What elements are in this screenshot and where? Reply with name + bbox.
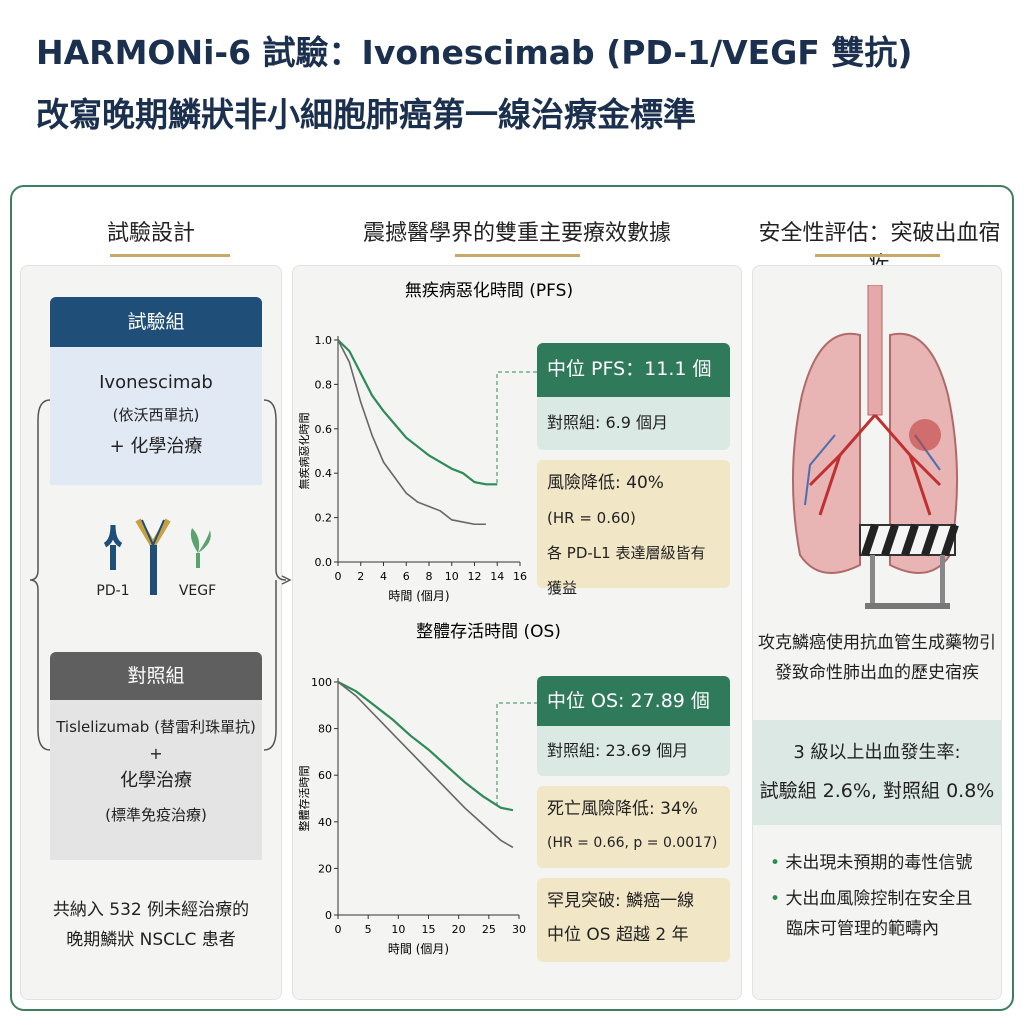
- x-tick-label: 10: [391, 923, 405, 936]
- x-tick-label: 20: [452, 923, 466, 936]
- text: 各 PD-L1 表達層級皆有獲益: [547, 544, 706, 597]
- text: + 化學治療: [109, 436, 203, 457]
- text: 未出現未預期的毒性信號: [785, 853, 973, 873]
- text: 風險降低: 40%: [547, 473, 664, 493]
- underline: [455, 254, 580, 257]
- arm-label: 試驗組: [50, 297, 262, 347]
- x-axis-label: 時間 (個月): [388, 942, 449, 956]
- y-axis-label: 無疾病惡化時間: [297, 413, 311, 490]
- bullet: • 未出現未預期的毒性信號: [770, 853, 973, 873]
- text: 試驗組 2.6%, 對照組 0.8%: [759, 780, 995, 802]
- text: (HR = 0.66, p = 0.0017): [547, 835, 718, 851]
- y-tick-label: 0.4: [315, 467, 333, 480]
- x-axis-label: 時間 (個月): [388, 589, 449, 603]
- frame: [10, 185, 1014, 1011]
- text: 罕見突破: 鱗癌一線: [547, 891, 695, 911]
- y-tick-label: 0.0: [315, 556, 333, 569]
- x-tick-label: 14: [490, 570, 504, 583]
- text: 發致命性肺出血的歷史宿疾: [775, 663, 979, 683]
- card-risk: 風險降低: 40% (HR = 0.60) 各 PD-L1 表達層級皆有獲益: [537, 460, 730, 597]
- title: HARMONi-6 試驗：Ivonescimab (PD-1/VEGF 雙抗): [36, 33, 913, 72]
- bullets: • 未出現未預期的毒性信號 • 大出血風險控制在安全且 臨床可管理的範疇內: [770, 848, 1000, 944]
- icon-label: VEGF: [178, 583, 217, 599]
- x-tick-label: 6: [403, 570, 410, 583]
- text: 共納入 532 例未經治療的: [52, 900, 250, 920]
- text: 臨床可管理的範疇內: [786, 919, 939, 939]
- y-tick-label: 0.8: [315, 378, 333, 391]
- card-control: 對照組: 23.69 個月: [537, 726, 730, 776]
- survival-curve: [337, 681, 514, 849]
- icon-label: PD-1: [96, 583, 130, 599]
- y-tick-label: 80: [318, 723, 332, 736]
- x-tick-label: 30: [512, 923, 526, 936]
- text: 中位 OS 超越 2 年: [547, 925, 689, 945]
- y-tick-label: 0.6: [315, 423, 333, 436]
- arm-body: Ivonescimab (依沃西單抗) + 化學治療: [50, 347, 262, 485]
- y-tick-label: 1.0: [315, 334, 333, 347]
- chart-title: 無疾病惡化時間 (PFS): [405, 281, 573, 301]
- text: 晚期鱗狀 NSCLC 患者: [66, 930, 236, 950]
- caption: 攻克鱗癌使用抗血管生成藥物引 發致命性肺出血的歷史宿疾: [752, 628, 1002, 688]
- x-tick-label: 0: [335, 570, 342, 583]
- survival-curve: [337, 339, 486, 526]
- bullet: • 大出血風險控制在安全且: [770, 889, 973, 909]
- text: (標準免疫治療): [105, 806, 207, 824]
- text: (依沃西單抗): [112, 406, 200, 424]
- x-tick-label: 15: [422, 923, 436, 936]
- footnote: 共納入 532 例未經治療的 晚期鱗狀 NSCLC 患者: [20, 895, 282, 955]
- survival-curve: [337, 681, 514, 812]
- text: 化學治療: [120, 770, 192, 791]
- text: +: [149, 744, 163, 763]
- lung-illustration: [791, 285, 959, 609]
- heading: 震撼醫學界的雙重主要療效數據: [362, 221, 671, 246]
- underline: [110, 254, 230, 257]
- text: 3 級以上出血發生率:: [793, 742, 961, 763]
- y-tick-label: 20: [318, 862, 332, 875]
- x-tick-label: 4: [380, 570, 387, 583]
- brackets: [29, 399, 292, 751]
- card-median: 中位 OS: 27.89 個月: [537, 676, 730, 750]
- y-tick-label: 60: [318, 769, 332, 782]
- survival-curve: [337, 339, 498, 486]
- underline: [815, 254, 940, 257]
- card-control: 對照組: 6.9 個月: [537, 397, 730, 450]
- heading: 試驗設計: [106, 221, 195, 246]
- arm-label: 對照組: [50, 652, 262, 700]
- card-risk: 死亡風險降低: 34% (HR = 0.66, p = 0.0017): [537, 786, 730, 868]
- text: Tislelizumab (替雷利珠單抗): [56, 718, 256, 736]
- y-tick-label: 0: [325, 909, 332, 922]
- card-highlight: 罕見突破: 鱗癌一線 中位 OS 超越 2 年: [537, 878, 730, 962]
- text: Ivonescimab: [99, 372, 213, 393]
- x-tick-label: 8: [426, 570, 433, 583]
- x-tick-label: 16: [513, 570, 527, 583]
- text: 攻克鱗癌使用抗血管生成藥物引: [758, 633, 996, 653]
- y-tick-label: 0.2: [315, 512, 333, 525]
- arm-body: Tislelizumab (替雷利珠單抗) + 化學治療 (標準免疫治療): [50, 700, 262, 860]
- x-tick-label: 5: [365, 923, 372, 936]
- title: 改寫晚期鱗狀非小細胞肺癌第一線治療金標準: [36, 95, 696, 134]
- text: (HR = 0.60): [547, 509, 636, 527]
- card-median: 中位 PFS：11.1 個月: [537, 343, 730, 420]
- x-tick-label: 12: [468, 570, 482, 583]
- x-tick-label: 10: [445, 570, 459, 583]
- chart-title: 整體存活時間 (OS): [416, 622, 561, 642]
- y-tick-label: 40: [318, 816, 332, 829]
- text: 大出血風險控制在安全且: [785, 889, 973, 909]
- text: 死亡風險降低: 34%: [547, 799, 698, 819]
- x-tick-label: 2: [357, 570, 364, 583]
- x-tick-label: 25: [482, 923, 496, 936]
- y-axis-label: 整體存活時間: [297, 766, 311, 832]
- rate-box: 3 級以上出血發生率: 試驗組 2.6%, 對照組 0.8%: [752, 720, 1002, 825]
- y-tick-label: 100: [311, 676, 332, 689]
- x-tick-label: 0: [335, 923, 342, 936]
